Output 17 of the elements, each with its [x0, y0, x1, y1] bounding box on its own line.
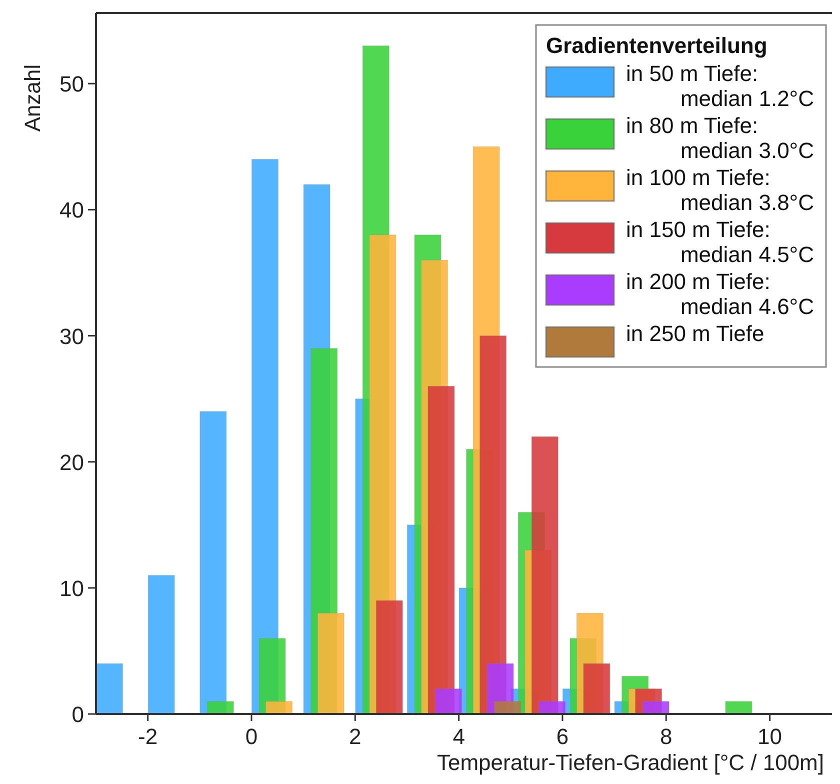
y-tick-label: 20 — [60, 450, 84, 475]
y-tick-label: 30 — [60, 324, 84, 349]
x-tick-label: -2 — [138, 724, 158, 749]
legend-label: in 250 m Tiefe — [626, 321, 764, 346]
x-tick-label: 10 — [758, 724, 782, 749]
x-tick-label: 4 — [452, 724, 465, 749]
y-tick-label: 50 — [60, 72, 84, 97]
y-tick-label: 10 — [60, 576, 84, 601]
x-tick-label: 0 — [245, 724, 258, 749]
legend-title: Gradientenverteilung — [546, 33, 768, 58]
y-tick-label: 40 — [60, 198, 84, 223]
x-tick-label: 6 — [556, 724, 569, 749]
x-tick-label: 8 — [660, 724, 672, 749]
y-tick-label: 0 — [72, 702, 84, 727]
x-tick-label: 2 — [349, 724, 362, 749]
x-axis-title: Temperatur-Tiefen-Gradient [°C / 100m] — [436, 750, 824, 775]
y-axis-title: Anzahl — [20, 64, 45, 132]
